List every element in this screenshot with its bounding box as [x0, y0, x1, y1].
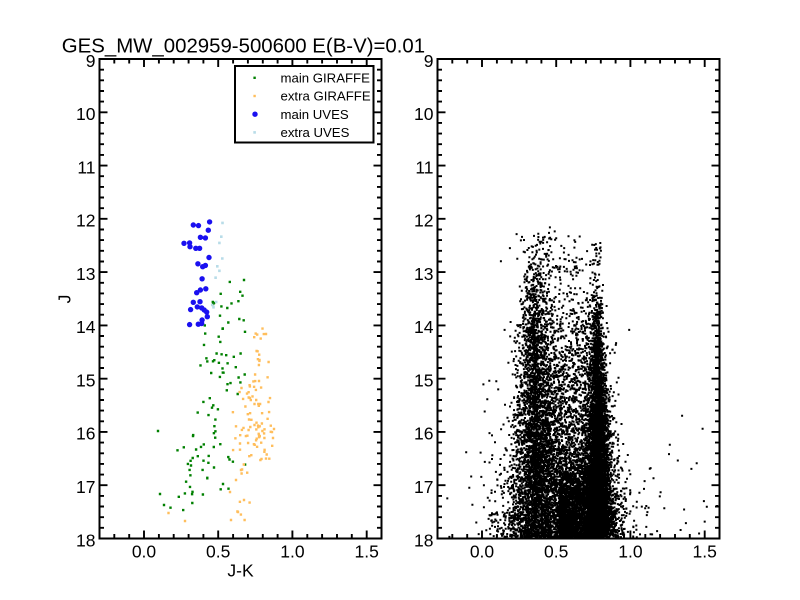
svg-text:16: 16 [76, 424, 95, 444]
svg-text:9: 9 [424, 51, 434, 71]
svg-text:18: 18 [414, 530, 433, 550]
svg-text:extra UVES: extra UVES [281, 125, 350, 140]
svg-text:0.0: 0.0 [470, 542, 495, 562]
svg-text:9: 9 [86, 51, 96, 71]
svg-text:J-K: J-K [227, 561, 254, 581]
svg-text:0.0: 0.0 [132, 542, 157, 562]
svg-text:extra GIRAFFE: extra GIRAFFE [281, 89, 371, 104]
svg-text:11: 11 [415, 157, 433, 177]
svg-text:12: 12 [76, 211, 95, 231]
svg-text:17: 17 [414, 477, 433, 497]
svg-text:15: 15 [76, 371, 95, 391]
svg-text:16: 16 [414, 424, 433, 444]
svg-text:1.5: 1.5 [693, 542, 717, 562]
svg-text:18: 18 [76, 530, 95, 550]
svg-text:11: 11 [77, 157, 95, 177]
svg-text:GES_MW_002959-500600 E(B-V)=0.: GES_MW_002959-500600 E(B-V)=0.01 [62, 36, 425, 58]
svg-text:10: 10 [76, 104, 96, 124]
svg-text:12: 12 [414, 211, 433, 231]
svg-text:main GIRAFFE: main GIRAFFE [281, 70, 371, 85]
svg-text:13: 13 [76, 264, 95, 284]
svg-text:1.0: 1.0 [280, 542, 305, 562]
svg-text:0.5: 0.5 [544, 542, 568, 562]
svg-text:14: 14 [76, 317, 96, 337]
svg-text:13: 13 [414, 264, 433, 284]
svg-text:J: J [55, 295, 75, 304]
svg-text:15: 15 [414, 371, 433, 391]
svg-text:0.5: 0.5 [206, 542, 230, 562]
svg-text:17: 17 [76, 477, 95, 497]
svg-text:10: 10 [414, 104, 434, 124]
svg-text:main UVES: main UVES [281, 107, 349, 122]
svg-text:14: 14 [414, 317, 434, 337]
svg-text:1.5: 1.5 [355, 542, 379, 562]
svg-text:1.0: 1.0 [618, 542, 643, 562]
